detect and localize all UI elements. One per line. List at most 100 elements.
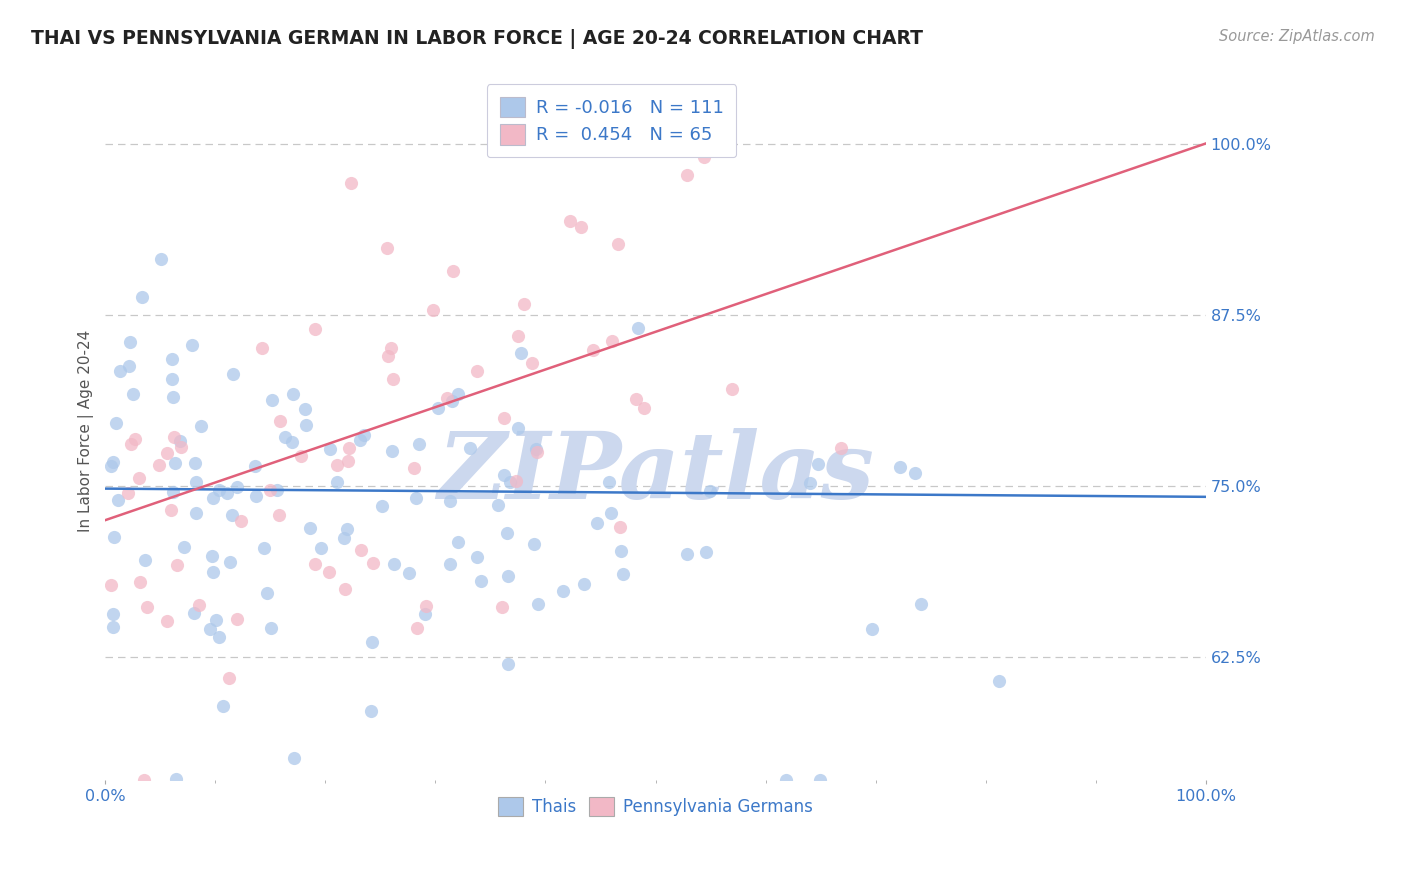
Point xyxy=(405,491,427,505)
Point xyxy=(415,599,437,614)
Point xyxy=(585,516,607,530)
Point xyxy=(889,460,911,475)
Point xyxy=(458,441,481,455)
Point xyxy=(569,219,592,234)
Point xyxy=(218,672,240,686)
Y-axis label: In Labor Force | Age 20-24: In Labor Force | Age 20-24 xyxy=(79,330,94,533)
Point xyxy=(699,484,721,499)
Point xyxy=(609,544,631,558)
Point xyxy=(439,494,461,508)
Point xyxy=(225,480,247,494)
Point xyxy=(253,541,276,556)
Point xyxy=(165,456,187,470)
Point xyxy=(574,576,596,591)
Point xyxy=(599,506,621,520)
Point xyxy=(128,471,150,485)
Point xyxy=(695,545,717,559)
Point xyxy=(612,566,634,581)
Point xyxy=(513,297,536,311)
Point xyxy=(382,372,405,386)
Point xyxy=(269,414,291,428)
Point xyxy=(496,525,519,540)
Point xyxy=(166,558,188,572)
Point xyxy=(350,543,373,558)
Point xyxy=(427,401,450,416)
Point xyxy=(184,475,207,489)
Point xyxy=(124,432,146,446)
Point xyxy=(208,483,231,497)
Point xyxy=(381,444,404,458)
Text: Source: ZipAtlas.com: Source: ZipAtlas.com xyxy=(1219,29,1375,45)
Point xyxy=(382,557,405,571)
Point xyxy=(470,574,492,589)
Point xyxy=(181,337,204,351)
Point xyxy=(266,483,288,497)
Point xyxy=(987,673,1010,688)
Point xyxy=(222,367,245,381)
Point xyxy=(103,530,125,544)
Point xyxy=(527,598,550,612)
Point xyxy=(325,475,347,489)
Text: THAI VS PENNSYLVANIA GERMAN IN LABOR FORCE | AGE 20-24 CORRELATION CHART: THAI VS PENNSYLVANIA GERMAN IN LABOR FOR… xyxy=(31,29,922,49)
Point xyxy=(226,612,249,626)
Point xyxy=(551,584,574,599)
Point xyxy=(170,440,193,454)
Point xyxy=(498,568,520,582)
Point xyxy=(131,290,153,304)
Point xyxy=(499,475,522,489)
Point xyxy=(105,416,128,430)
Point xyxy=(108,364,131,378)
Point xyxy=(633,401,655,415)
Point xyxy=(283,751,305,765)
Point xyxy=(436,391,458,405)
Point xyxy=(675,547,697,561)
Point xyxy=(120,437,142,451)
Point xyxy=(807,458,830,472)
Point xyxy=(294,401,316,416)
Point xyxy=(447,535,470,549)
Point xyxy=(465,550,488,565)
Point xyxy=(496,657,519,671)
Point xyxy=(494,467,516,482)
Point xyxy=(510,346,533,360)
Point xyxy=(107,493,129,508)
Point xyxy=(491,599,513,614)
Point xyxy=(101,620,124,634)
Point xyxy=(526,445,548,459)
Point xyxy=(221,508,243,522)
Point xyxy=(319,442,342,456)
Point xyxy=(256,586,278,600)
Point xyxy=(173,540,195,554)
Point xyxy=(582,343,605,357)
Point xyxy=(259,621,281,635)
Point xyxy=(721,382,744,396)
Point xyxy=(204,613,226,627)
Point xyxy=(162,390,184,404)
Point xyxy=(488,498,510,512)
Point xyxy=(295,417,318,432)
Point xyxy=(775,773,797,788)
Point xyxy=(212,698,235,713)
Point xyxy=(318,566,340,580)
Point xyxy=(215,485,238,500)
Point xyxy=(336,523,359,537)
Point xyxy=(201,565,224,579)
Point xyxy=(332,531,354,545)
Point xyxy=(439,557,461,571)
Point xyxy=(274,429,297,443)
Point xyxy=(505,474,527,488)
Point xyxy=(408,437,430,451)
Point xyxy=(219,555,242,569)
Point xyxy=(163,430,186,444)
Point xyxy=(103,607,125,621)
Point xyxy=(201,491,224,505)
Point xyxy=(607,237,630,252)
Text: ZIPatlas: ZIPatlas xyxy=(437,428,875,518)
Point xyxy=(135,600,157,615)
Point xyxy=(245,488,267,502)
Point xyxy=(100,458,122,473)
Point xyxy=(169,434,191,448)
Point xyxy=(375,241,398,255)
Point xyxy=(100,578,122,592)
Point xyxy=(299,521,322,535)
